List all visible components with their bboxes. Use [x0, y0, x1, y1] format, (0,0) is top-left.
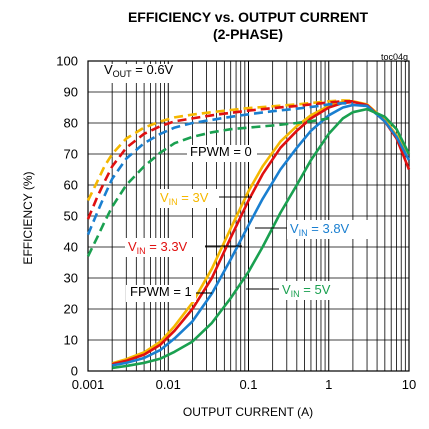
annotation-bg [287, 220, 370, 239]
series-line-7 [112, 107, 411, 370]
annotation-label: VIN = 5V [282, 282, 331, 299]
y-tick-label: 50 [64, 209, 78, 224]
y-tick-label: 90 [64, 85, 78, 100]
annotation-bg [125, 238, 205, 257]
annotation-bg [279, 281, 351, 300]
y-tick-label: 80 [64, 116, 78, 131]
figure-id: toc04g [381, 52, 408, 62]
y-tick-label: 0 [71, 364, 78, 379]
annotation-bg [187, 145, 257, 162]
y-axis-label: EFFICIENCY (%) [21, 171, 35, 264]
x-tick-label: 0.1 [239, 377, 257, 392]
y-tick-label: 100 [56, 54, 78, 69]
annotation-label: VOUT = 0.6V [104, 62, 174, 79]
x-tick-label: 1 [325, 377, 332, 392]
annotation-label: VIN = 3V [160, 190, 209, 207]
y-tick-label: 30 [64, 271, 78, 286]
series-line-4 [86, 101, 353, 236]
y-tick-label: 40 [64, 240, 78, 255]
series-line-6 [86, 117, 330, 257]
annotation-label: FPWM = 0 [190, 144, 252, 159]
y-tick-label: 20 [64, 302, 78, 317]
annotation-label: VIN = 3.8V [290, 221, 350, 238]
series-line-5 [111, 103, 411, 367]
y-tick-label: 60 [64, 178, 78, 193]
annotation-label: VIN = 3.3V [128, 239, 188, 256]
annotation-bg [101, 64, 179, 83]
chart-subtitle: (2-PHASE) [213, 26, 283, 42]
annotation-label: FPWM = 1 [130, 284, 192, 299]
series-lines [86, 99, 411, 370]
chart-title: EFFICIENCY vs. OUTPUT CURRENT [128, 9, 369, 25]
x-tick-label: 0.001 [72, 377, 105, 392]
series-line-2 [86, 100, 353, 220]
y-tick-label: 10 [64, 333, 78, 348]
annotation-bg [157, 189, 219, 208]
y-tick-label: 70 [64, 147, 78, 162]
x-tick-label: 0.01 [156, 377, 181, 392]
x-tick-label: 10 [402, 377, 416, 392]
annotations: VOUT = 0.6V FPWM = 0 VIN = 3V VIN = 3.3V VIN… [101, 62, 370, 302]
annotation-bg [126, 285, 196, 302]
x-axis-label: OUTPUT CURRENT (A) [183, 405, 313, 419]
